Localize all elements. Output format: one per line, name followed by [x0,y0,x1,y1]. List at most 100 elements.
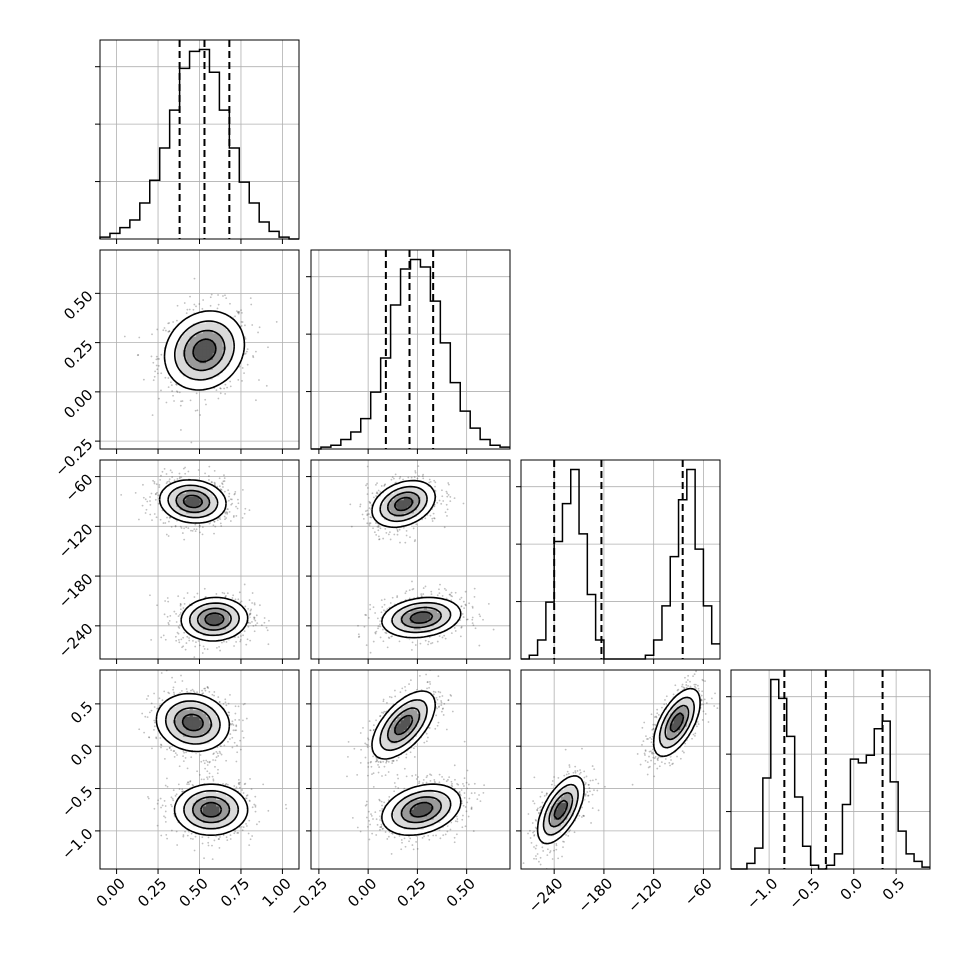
histogram-panel-1 [306,249,511,454]
density-cell [403,483,408,487]
density-cell [176,356,180,360]
density-cell [410,483,415,487]
density-cell [196,313,200,317]
sample-point [366,509,369,512]
density-cell [427,632,431,637]
density-cell [202,629,207,633]
sample-point [482,618,484,621]
density-cell [209,322,214,327]
sample-point [168,517,171,519]
sample-point [149,500,151,502]
sample-point [176,319,178,322]
sample-point [396,529,399,531]
sample-point [186,635,189,638]
sample-point [359,503,362,506]
density-cell [169,372,174,377]
density-cell [196,352,200,357]
density-cell [172,513,177,517]
pair-plot-area [100,250,299,449]
sample-point [436,640,439,643]
sample-point [428,481,431,484]
sample-point [235,641,237,643]
density-cell [176,362,180,367]
density-cell [239,609,244,613]
density-cell [202,483,207,487]
sample-point [474,627,477,630]
density-cell [413,619,418,623]
density-cell [199,632,204,637]
sample-point [156,491,158,494]
sample-point [179,612,182,614]
sample-point [383,484,386,486]
sample-point [446,508,449,511]
sample-point [382,628,384,631]
density-cell [229,319,234,324]
density-cell [397,619,401,623]
sample-point [154,370,157,373]
density-cell [390,503,395,507]
density-cell [212,356,217,360]
sample-point [215,389,218,392]
density-cell [202,503,207,507]
density-cell [216,339,220,344]
density-cell [226,369,230,374]
density-cell [172,483,177,487]
density-cell [189,349,194,354]
density-cell [163,506,167,511]
sample-point [375,483,377,486]
sample-point [438,588,440,591]
density-cell [192,316,197,321]
density-cell [176,372,180,377]
sample-point [377,526,380,528]
sample-point [450,591,453,594]
density-cell [222,313,227,317]
sample-point [194,645,197,648]
density-cell [400,493,405,497]
sample-point [221,483,224,486]
sample-point [213,532,215,535]
density-cell [199,313,204,317]
density-cell [216,602,220,607]
sample-point [176,631,179,634]
density-cell [216,379,220,384]
sample-point [366,487,369,489]
density-cell [410,622,415,627]
density-cell [189,329,194,334]
density-cell [199,372,204,377]
sample-point [371,492,374,495]
density-cell [202,366,207,370]
sample-point [167,322,170,325]
density-cell [400,609,405,613]
sample-point [160,636,163,639]
density-cell [212,379,217,384]
density-cell [206,332,210,337]
sample-point [245,643,248,646]
density-cell [179,479,184,484]
density-cell [209,362,214,367]
density-cell [202,369,207,374]
density-cell [179,342,184,347]
density-cell [202,326,207,330]
sample-point [228,495,230,498]
density-cell [229,336,234,340]
density-cell [232,336,237,340]
density-cell [235,349,240,354]
density-cell [199,486,204,491]
density-cell [397,605,401,610]
density-cell [437,599,441,604]
sample-point [179,603,182,605]
density-cell [192,339,197,344]
sample-point [471,616,474,619]
density-cell [206,629,210,633]
sample-point [396,530,399,533]
sample-point [383,603,386,606]
density-cell [443,599,448,604]
density-cell [206,362,210,367]
sample-point [226,508,229,511]
density-cell [440,619,445,623]
density-cell [212,602,217,607]
sample-point [365,614,368,616]
density-cell [423,615,428,620]
sample-point [380,599,383,601]
sample-point [246,363,249,366]
